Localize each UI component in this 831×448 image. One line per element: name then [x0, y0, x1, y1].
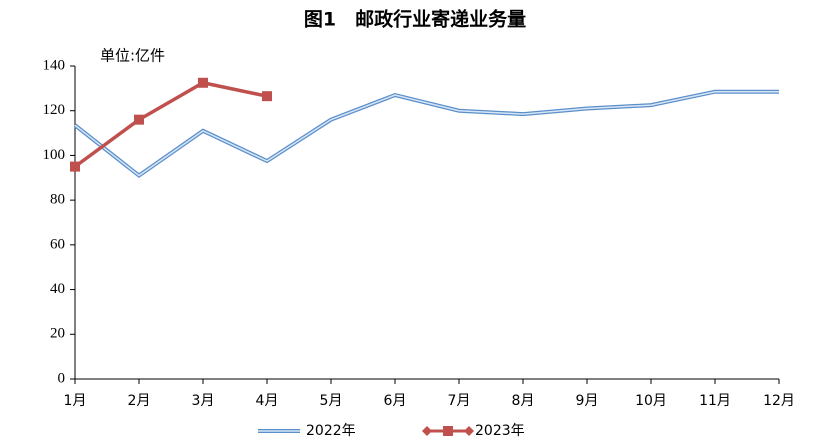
legend-label: 2022年: [306, 423, 356, 439]
series-marker: [134, 114, 144, 125]
series-line: [73, 80, 268, 169]
x-tick-label: 7月: [448, 393, 471, 409]
series-marker: [198, 77, 208, 88]
y-tick-label: 140: [43, 57, 66, 73]
x-tick-label: 3月: [192, 393, 215, 409]
series-marker: [70, 161, 80, 172]
x-tick-label: 12月: [763, 393, 795, 409]
x-tick-label: 10月: [635, 393, 667, 409]
unit-label: 单位:亿件: [100, 47, 165, 65]
x-tick-label: 4月: [256, 393, 279, 409]
legend-diamond: [464, 426, 474, 436]
legend-label: 2023年: [475, 423, 525, 439]
x-tick-label: 2月: [128, 393, 151, 409]
chart-title: 图1 邮政行业寄递业务量: [304, 8, 526, 31]
legend-marker: [443, 426, 453, 436]
y-tick-label: 80: [50, 192, 65, 208]
y-tick-label: 60: [50, 236, 65, 252]
x-tick-label: 8月: [512, 393, 535, 409]
x-tick-label: 6月: [384, 393, 407, 409]
x-tick-label: 9月: [576, 393, 599, 409]
legend-diamond: [422, 426, 432, 436]
y-tick-label: 0: [58, 370, 66, 386]
series-line-outline: [73, 89, 779, 179]
series-marker: [262, 91, 272, 102]
y-tick-label: 20: [50, 326, 65, 342]
y-tick-label: 40: [50, 281, 65, 297]
y-tick-label: 120: [43, 102, 66, 118]
x-tick-label: 5月: [320, 393, 343, 409]
series-line: [74, 90, 779, 177]
y-tick-label: 100: [43, 147, 66, 163]
x-tick-label: 1月: [64, 393, 87, 409]
x-tick-label: 11月: [699, 393, 731, 409]
